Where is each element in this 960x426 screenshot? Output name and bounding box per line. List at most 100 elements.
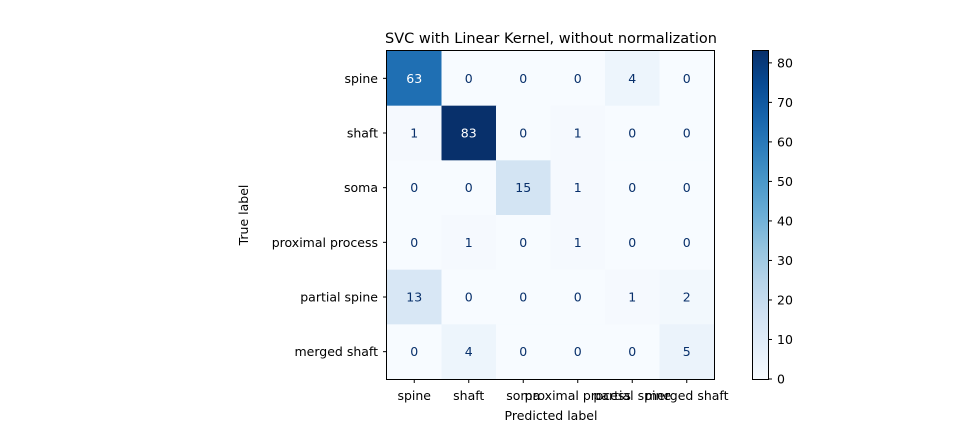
cell-value-label: 1 bbox=[410, 126, 418, 141]
heatmap-cell bbox=[605, 215, 660, 271]
heatmap-cell bbox=[659, 51, 715, 107]
cell-value-label: 0 bbox=[628, 235, 636, 250]
x-tick-label: proximal process bbox=[525, 388, 631, 403]
cell-value-label: 0 bbox=[683, 126, 691, 141]
cell-value-label: 2 bbox=[683, 290, 691, 305]
heatmap-cell bbox=[496, 269, 551, 325]
heatmap-cell bbox=[496, 160, 551, 216]
cell-value-label: 4 bbox=[465, 344, 473, 359]
cell-value-label: 0 bbox=[410, 235, 418, 250]
cell-value-label: 0 bbox=[465, 71, 473, 86]
cell-value-label: 1 bbox=[465, 235, 473, 250]
heatmap-cell bbox=[605, 324, 660, 380]
cell-value-label: 0 bbox=[574, 290, 582, 305]
heatmap-cell bbox=[496, 105, 551, 161]
cell-value-label: 1 bbox=[574, 126, 582, 141]
cell-value-label: 0 bbox=[519, 290, 527, 305]
x-axis-label: Predicted label bbox=[505, 408, 598, 423]
heatmap-cell bbox=[550, 51, 606, 107]
heatmap-cell bbox=[550, 105, 606, 161]
colorbar-tick-label: 70 bbox=[777, 95, 793, 110]
heatmap-cell bbox=[605, 269, 660, 325]
heatmap-cell bbox=[550, 215, 606, 271]
cell-value-label: 1 bbox=[574, 180, 582, 195]
heatmap-cell bbox=[441, 324, 497, 380]
cell-value-label: 0 bbox=[519, 71, 527, 86]
colorbar-tick-label: 10 bbox=[777, 332, 793, 347]
heatmap-cell bbox=[387, 269, 442, 325]
colorbar bbox=[752, 50, 769, 380]
x-tick-label: shaft bbox=[453, 388, 484, 403]
colorbar-tick-label: 80 bbox=[777, 55, 793, 70]
cell-value-label: 4 bbox=[628, 71, 636, 86]
colorbar-tick-label: 0 bbox=[777, 372, 785, 387]
heatmap-value-labels: 63 0 0 0 4 0 1 83 0 1 0 0 0 0 15 1 0 0 0 1 0 1 0 0 13 0 0 0 1 2 0 4 0 0 0 5 bbox=[406, 71, 690, 359]
cell-value-label: 0 bbox=[683, 71, 691, 86]
cell-value-label: 0 bbox=[519, 344, 527, 359]
heatmap-cell bbox=[387, 160, 442, 216]
cell-value-label: 15 bbox=[515, 180, 531, 195]
cell-value-label: 5 bbox=[683, 344, 691, 359]
heatmap-cell bbox=[387, 324, 442, 380]
heatmap-cell bbox=[659, 105, 715, 161]
cell-value-label: 0 bbox=[574, 344, 582, 359]
heatmap-cell bbox=[659, 269, 715, 325]
cell-value-label: 0 bbox=[574, 71, 582, 86]
heatmap-cell bbox=[441, 51, 497, 107]
y-tick-label: merged shaft bbox=[295, 344, 379, 359]
heatmap-cell bbox=[496, 215, 551, 271]
cell-value-label: 0 bbox=[410, 180, 418, 195]
colorbar-tick-label: 40 bbox=[777, 213, 793, 228]
y-tick-label: partial spine bbox=[300, 290, 378, 305]
heatmap-cell bbox=[550, 269, 606, 325]
cell-value-label: 13 bbox=[406, 290, 422, 305]
y-tick-label: shaft bbox=[347, 126, 378, 141]
heatmap-cell bbox=[659, 160, 715, 216]
heatmap-cell bbox=[387, 215, 442, 271]
cell-value-label: 0 bbox=[628, 126, 636, 141]
heatmap-cells bbox=[387, 51, 715, 380]
heatmap-cell bbox=[605, 51, 660, 107]
cell-value-label: 0 bbox=[465, 290, 473, 305]
x-tick-label: merged shaft bbox=[645, 388, 729, 403]
x-tick-label: partial spine bbox=[593, 388, 671, 403]
cell-value-label: 0 bbox=[519, 235, 527, 250]
x-tick-label: spine bbox=[397, 388, 431, 403]
heatmap-cell bbox=[550, 160, 606, 216]
y-axis-ticks: spine shaft soma proximal process partial sp… bbox=[272, 71, 387, 359]
colorbar-tick-label: 50 bbox=[777, 174, 793, 189]
y-axis-label: True label bbox=[236, 185, 251, 247]
heatmap-cell bbox=[441, 215, 497, 271]
y-tick-label: spine bbox=[344, 71, 378, 86]
heatmap-cell bbox=[496, 51, 551, 107]
heatmap-cell bbox=[550, 324, 606, 380]
y-tick-label: proximal process bbox=[272, 235, 378, 250]
cell-value-label: 83 bbox=[461, 126, 477, 141]
heatmap-cell bbox=[659, 324, 715, 380]
cell-value-label: 0 bbox=[683, 235, 691, 250]
colorbar-tick-label: 20 bbox=[777, 292, 793, 307]
heatmap-cell bbox=[605, 160, 660, 216]
heatmap-cell bbox=[387, 105, 442, 161]
cell-value-label: 0 bbox=[519, 126, 527, 141]
cell-value-label: 0 bbox=[410, 344, 418, 359]
heatmap-cell bbox=[441, 105, 497, 161]
cell-value-label: 63 bbox=[406, 71, 422, 86]
cell-value-label: 1 bbox=[574, 235, 582, 250]
cell-value-label: 0 bbox=[683, 180, 691, 195]
heatmap-cell bbox=[441, 160, 497, 216]
cell-value-label: 1 bbox=[628, 290, 636, 305]
y-tick-label: soma bbox=[344, 180, 378, 195]
heatmap-cell bbox=[387, 51, 442, 107]
cell-value-label: 0 bbox=[628, 344, 636, 359]
cell-value-label: 0 bbox=[465, 180, 473, 195]
heatmap-cell bbox=[441, 269, 497, 325]
heatmap-cell bbox=[659, 215, 715, 271]
colorbar-ticks: 0 10 20 30 40 50 60 70 80 bbox=[768, 55, 793, 387]
x-tick-label: soma bbox=[506, 388, 540, 403]
cell-value-label: 0 bbox=[628, 180, 636, 195]
plot-frame bbox=[386, 50, 715, 380]
heatmap-cell bbox=[605, 105, 660, 161]
